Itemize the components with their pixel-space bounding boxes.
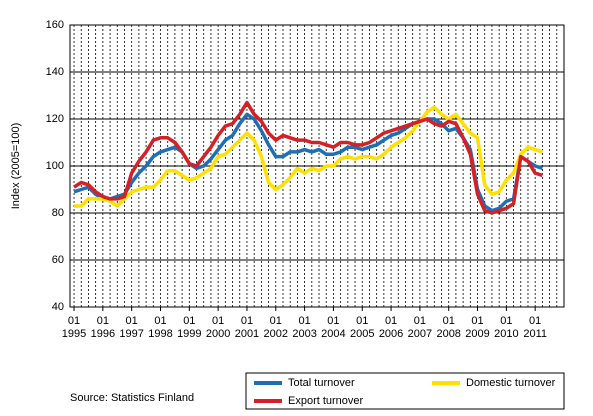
y-axis-title: Index (2005=100) <box>10 123 22 210</box>
x-tick-label: 01 2007 <box>407 315 433 340</box>
x-tick-label: 01 2001 <box>234 315 260 340</box>
x-tick-label: 01 2009 <box>465 315 490 340</box>
x-tick-label: 01 1999 <box>177 315 202 340</box>
x-tick-label: 01 2000 <box>205 315 231 340</box>
legend-box <box>245 372 565 410</box>
x-tick-label: 01 2010 <box>494 315 519 340</box>
line-series <box>74 105 543 208</box>
line-series <box>73 100 543 215</box>
x-tick-label: 01 1995 <box>61 315 87 340</box>
y-tick-label: 100 <box>46 160 64 172</box>
legend-label: Domestic turnover <box>466 377 556 389</box>
source: Source: Statistics Finland <box>70 392 194 404</box>
x-tick-label: 01 2004 <box>321 315 346 340</box>
legend-label: Total turnover <box>288 377 355 389</box>
x-tick-label: 01 2006 <box>378 315 404 340</box>
x-tick-label: 01 2003 <box>292 315 317 340</box>
y-tick-label: 60 <box>52 254 64 266</box>
y-tick-label: 40 <box>52 301 64 313</box>
x-tick-label: 01 2008 <box>436 315 461 340</box>
y-tick-label: 140 <box>46 66 64 78</box>
x-tick-label: 01 2005 <box>349 315 375 340</box>
x-tick-label: 01 2002 <box>263 315 289 340</box>
x-tick-label: 01 1998 <box>148 315 173 340</box>
x-tick-label: 01 2011 <box>523 315 547 340</box>
y-tick-label: 160 <box>46 19 64 31</box>
y-tick-label: 120 <box>46 113 64 125</box>
x-tick-label: 01 1996 <box>90 315 116 340</box>
x-tick-label: 01 1997 <box>119 315 144 340</box>
y-tick-label: 80 <box>52 207 64 219</box>
legend-label: Export turnover <box>288 395 364 407</box>
